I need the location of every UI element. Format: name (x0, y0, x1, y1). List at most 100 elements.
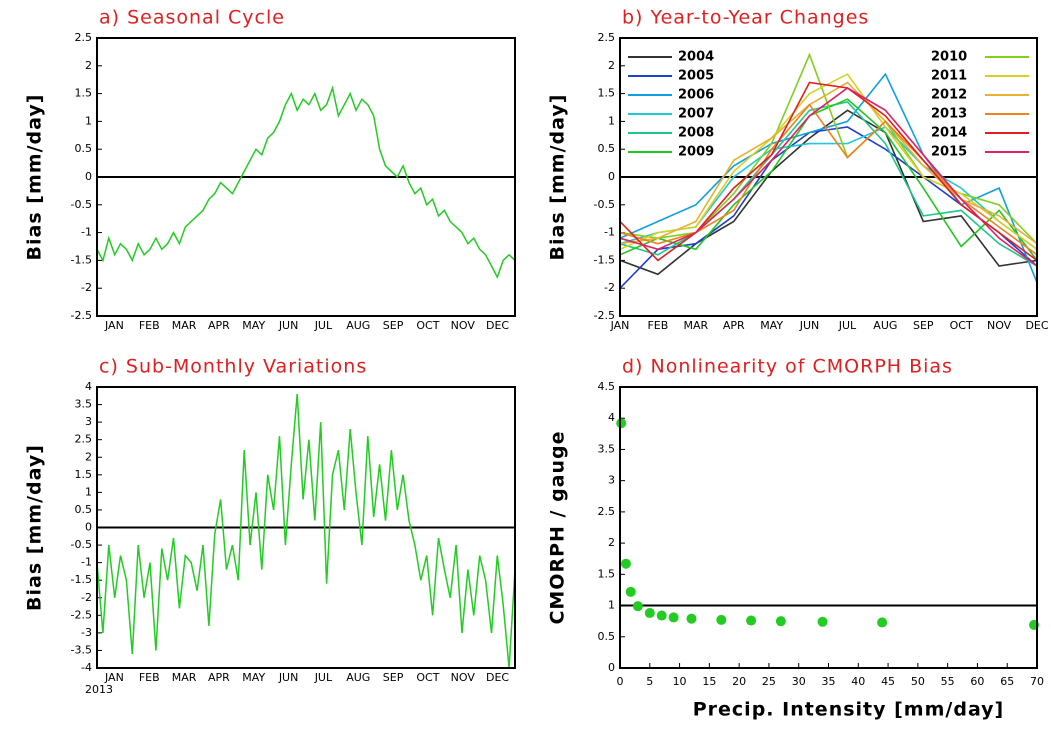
x-tick-label: 25 (762, 675, 776, 688)
y-tick-label: 2 (608, 59, 615, 72)
x-tick-label: FEB (139, 671, 160, 684)
panel-title: d) Nonlinearity of CMORPH Bias (622, 356, 953, 378)
x-tick-label: 55 (941, 675, 955, 688)
y-tick-label: 0 (85, 170, 92, 183)
x-tick-label: JUL (314, 671, 333, 684)
y-tick-label: 3 (85, 415, 92, 428)
x-sublabel: 2013 (85, 683, 113, 696)
point (632, 601, 643, 612)
legend-label: 2009 (678, 145, 714, 160)
point (668, 612, 679, 623)
x-tick-label: JAN (104, 319, 124, 332)
y-tick-label: 2.5 (75, 433, 93, 446)
x-tick-label: JUN (278, 671, 299, 684)
y-tick-label: 3 (608, 474, 615, 487)
y-tick-label: 4.5 (598, 380, 616, 393)
x-tick-label: OCT (416, 671, 439, 684)
year-line (619, 103, 1038, 256)
x-tick-label: AUG (346, 671, 370, 684)
x-tick-label: SEP (913, 319, 934, 332)
y-tick-label: 0.5 (75, 142, 93, 155)
y-tick-label: 1 (608, 114, 615, 127)
x-tick-label: 65 (1000, 675, 1014, 688)
y-tick-label: 2 (85, 450, 92, 463)
y-tick-label: 1 (608, 599, 615, 612)
legend-label: 2012 (931, 88, 967, 103)
y-axis-label: Bias [mm/day] (547, 94, 569, 261)
x-tick-label: 0 (617, 675, 624, 688)
legend-label: 2010 (931, 50, 967, 65)
y-tick-label: -2 (604, 281, 615, 294)
x-tick-label: JAN (610, 319, 630, 332)
x-tick-label: SEP (383, 671, 404, 684)
y-tick-label: -2.5 (594, 309, 615, 322)
y-tick-label: -2.5 (71, 309, 92, 322)
legend-label: 2004 (678, 50, 714, 65)
x-tick-label: SEP (383, 319, 404, 332)
y-tick-label: 0 (608, 170, 615, 183)
x-tick-label: MAR (172, 671, 197, 684)
plot-frame (96, 386, 516, 669)
bias-line (96, 85, 516, 279)
x-tick-label: 15 (702, 675, 716, 688)
y-tick-label: 2.5 (598, 31, 616, 44)
x-tick-label: APR (208, 319, 230, 332)
y-tick-label: 4 (85, 380, 92, 393)
x-tick-label: AUG (346, 319, 370, 332)
y-tick-label: 1.5 (598, 567, 616, 580)
x-tick-label: 50 (911, 675, 925, 688)
x-axis-label: Precip. Intensity [mm/day] (693, 699, 1005, 721)
point (877, 617, 888, 628)
y-tick-label: -1 (81, 556, 92, 569)
y-tick-label: 2 (85, 59, 92, 72)
year-line (619, 81, 1038, 245)
point (817, 616, 828, 627)
y-tick-label: 0.5 (598, 142, 616, 155)
y-tick-label: -2 (81, 281, 92, 294)
x-tick-label: JAN (104, 671, 124, 684)
y-tick-label: 3.5 (75, 398, 93, 411)
y-tick-label: -2 (81, 591, 92, 604)
x-tick-label: JUN (278, 319, 299, 332)
x-tick-label: NOV (451, 671, 476, 684)
y-tick-label: 4 (608, 411, 615, 424)
x-tick-label: DEC (486, 671, 509, 684)
point (775, 616, 786, 627)
x-tick-label: 5 (646, 675, 653, 688)
y-tick-label: 3.5 (598, 442, 616, 455)
legend-label: 2007 (678, 107, 714, 122)
y-tick-label: -1 (81, 226, 92, 239)
y-tick-label: 2.5 (75, 31, 93, 44)
panel-title: a) Seasonal Cycle (99, 7, 285, 29)
y-tick-label: 1 (85, 114, 92, 127)
x-tick-label: DEC (486, 319, 509, 332)
y-tick-label: -2.5 (71, 608, 92, 621)
x-tick-label: MAY (760, 319, 783, 332)
x-tick-label: FEB (139, 319, 160, 332)
y-axis-label: Bias [mm/day] (24, 94, 46, 261)
y-tick-label: 0.5 (598, 630, 616, 643)
point (616, 418, 627, 429)
plot-frame (619, 386, 1038, 669)
x-tick-label: APR (723, 319, 745, 332)
y-tick-label: 1.5 (75, 468, 93, 481)
x-tick-label: MAY (242, 319, 265, 332)
y-tick-label: 0 (85, 521, 92, 534)
x-tick-label: 20 (732, 675, 746, 688)
legend-label: 2005 (678, 69, 714, 84)
y-tick-label: -4 (81, 661, 92, 674)
y-tick-label: -1.5 (71, 573, 92, 586)
panel-title: c) Sub-Monthly Variations (99, 356, 367, 378)
x-tick-label: JUN (799, 319, 820, 332)
y-tick-label: 0 (608, 661, 615, 674)
y-tick-label: -0.5 (71, 538, 92, 551)
bias-line (96, 393, 516, 669)
legend-label: 2014 (931, 126, 967, 141)
x-tick-label: FEB (647, 319, 668, 332)
panel-title: b) Year-to-Year Changes (622, 7, 869, 29)
y-tick-label: -0.5 (71, 198, 92, 211)
year-line (619, 81, 1038, 262)
x-tick-label: OCT (416, 319, 439, 332)
y-tick-label: -1.5 (71, 253, 92, 266)
